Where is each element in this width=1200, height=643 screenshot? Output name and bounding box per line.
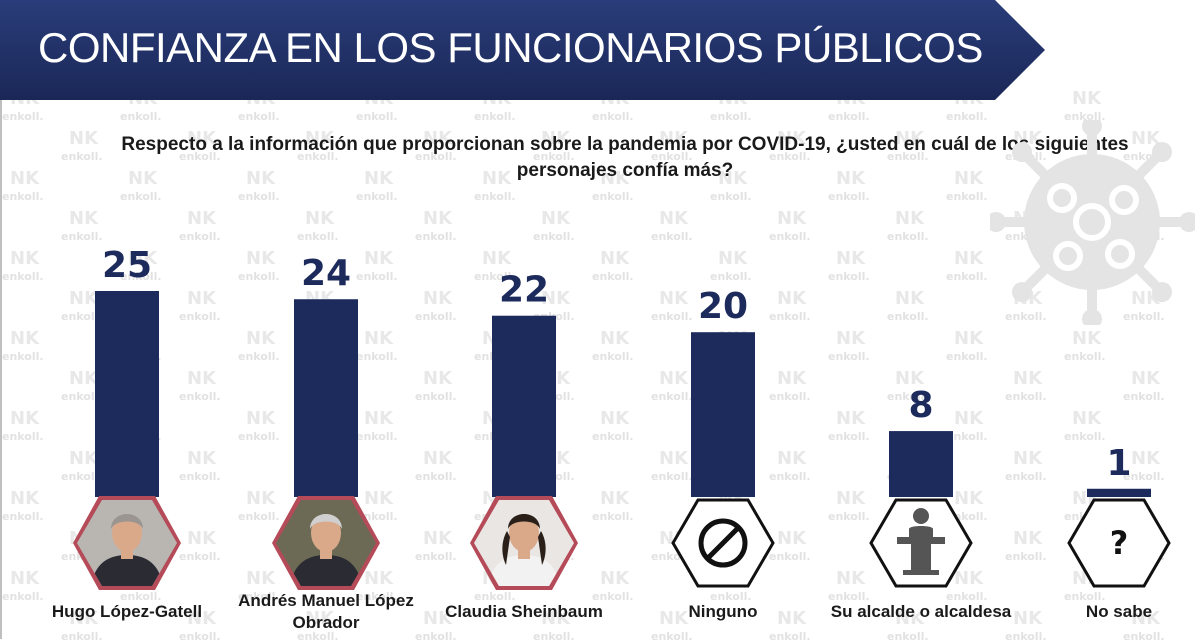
bar [889, 431, 953, 497]
question-mark-icon: ? [1067, 498, 1171, 588]
category-label: Su alcalde o alcaldesa [830, 602, 1012, 621]
bar [95, 291, 159, 497]
bar [691, 332, 755, 497]
prohibited-sign-icon [671, 498, 775, 588]
speaker-podium-icon [869, 498, 973, 588]
svg-text:?: ? [1110, 524, 1129, 562]
bar [294, 299, 358, 497]
bar-value-label: 22 [499, 270, 549, 311]
portrait-hexagon [73, 496, 181, 590]
header-banner [0, 0, 1045, 100]
bar-value-label: 24 [301, 253, 351, 294]
bar-value-label: 8 [908, 385, 933, 426]
category-label: Hugo López-Gatell [51, 602, 203, 621]
portrait-hexagon [470, 496, 578, 590]
bar-value-label: 25 [102, 245, 152, 286]
left-edge-line [0, 100, 2, 639]
category-label: Ninguno [688, 602, 758, 621]
virus-icon [990, 120, 1195, 325]
category-label: No sabe [1085, 602, 1153, 621]
chart-question: Respecto a la información que proporcion… [121, 134, 1129, 181]
bar [492, 315, 556, 497]
portrait-hexagon [272, 496, 380, 590]
category-label: Andrés Manuel López Obrador [238, 591, 414, 632]
category-label: Claudia Sheinbaum [445, 602, 603, 621]
page-title: CONFIANZA EN LOS FUNCIONARIOS PÚBLICOS [38, 24, 983, 71]
bar [1087, 488, 1151, 497]
bar-value-label: 1 [1106, 443, 1131, 484]
bar-value-label: 20 [698, 286, 748, 327]
